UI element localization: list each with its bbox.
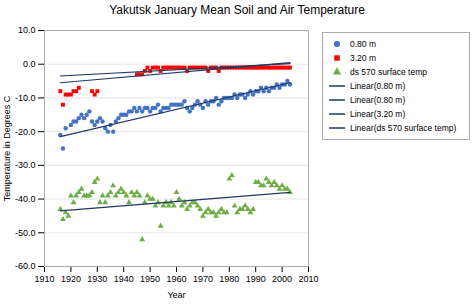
html-text:Yakutsk January Mean Soil and: Yakutsk January Mean Soil and Air Temper… [109,3,365,17]
svg-text:1920: 1920 [61,274,81,284]
svg-text:0.0: 0.0 [23,59,36,69]
svg-text:-60.0: -60.0 [15,261,36,271]
svg-text:10.0: 10.0 [18,25,36,35]
svg-text:1970: 1970 [193,274,213,284]
svg-text:1950: 1950 [140,274,160,284]
svg-text:-10.0: -10.0 [15,93,36,103]
html-text:Linear(0.80 m): Linear(0.80 m) [350,95,406,105]
svg-text:-30.0: -30.0 [15,160,36,170]
svg-text:Temperature in Degrees C: Temperature in Degrees C [2,95,12,201]
html-text:Linear(ds 570 surface temp): Linear(ds 570 surface temp) [350,123,457,133]
svg-text:1960: 1960 [166,274,186,284]
html-text:Linear(0.80 m): Linear(0.80 m) [350,81,406,91]
svg-text:2000: 2000 [272,274,292,284]
svg-text:-20.0: -20.0 [15,127,36,137]
html-text:0.80 m: 0.80 m [350,39,376,49]
svg-text:-40.0: -40.0 [15,194,36,204]
svg-text:2010: 2010 [298,274,318,284]
html-text:Linear(3.20 m): Linear(3.20 m) [350,109,406,119]
svg-text:1940: 1940 [114,274,134,284]
svg-text:-50.0: -50.0 [15,228,36,238]
html-text:ds 570 surface temp: ds 570 surface temp [350,67,427,77]
svg-text:1930: 1930 [87,274,107,284]
svg-text:1980: 1980 [219,274,239,284]
svg-text:1990: 1990 [246,274,266,284]
html-text:3.20 m: 3.20 m [350,53,376,63]
svg-text:1910: 1910 [34,274,54,284]
svg-text:Year: Year [167,290,185,300]
